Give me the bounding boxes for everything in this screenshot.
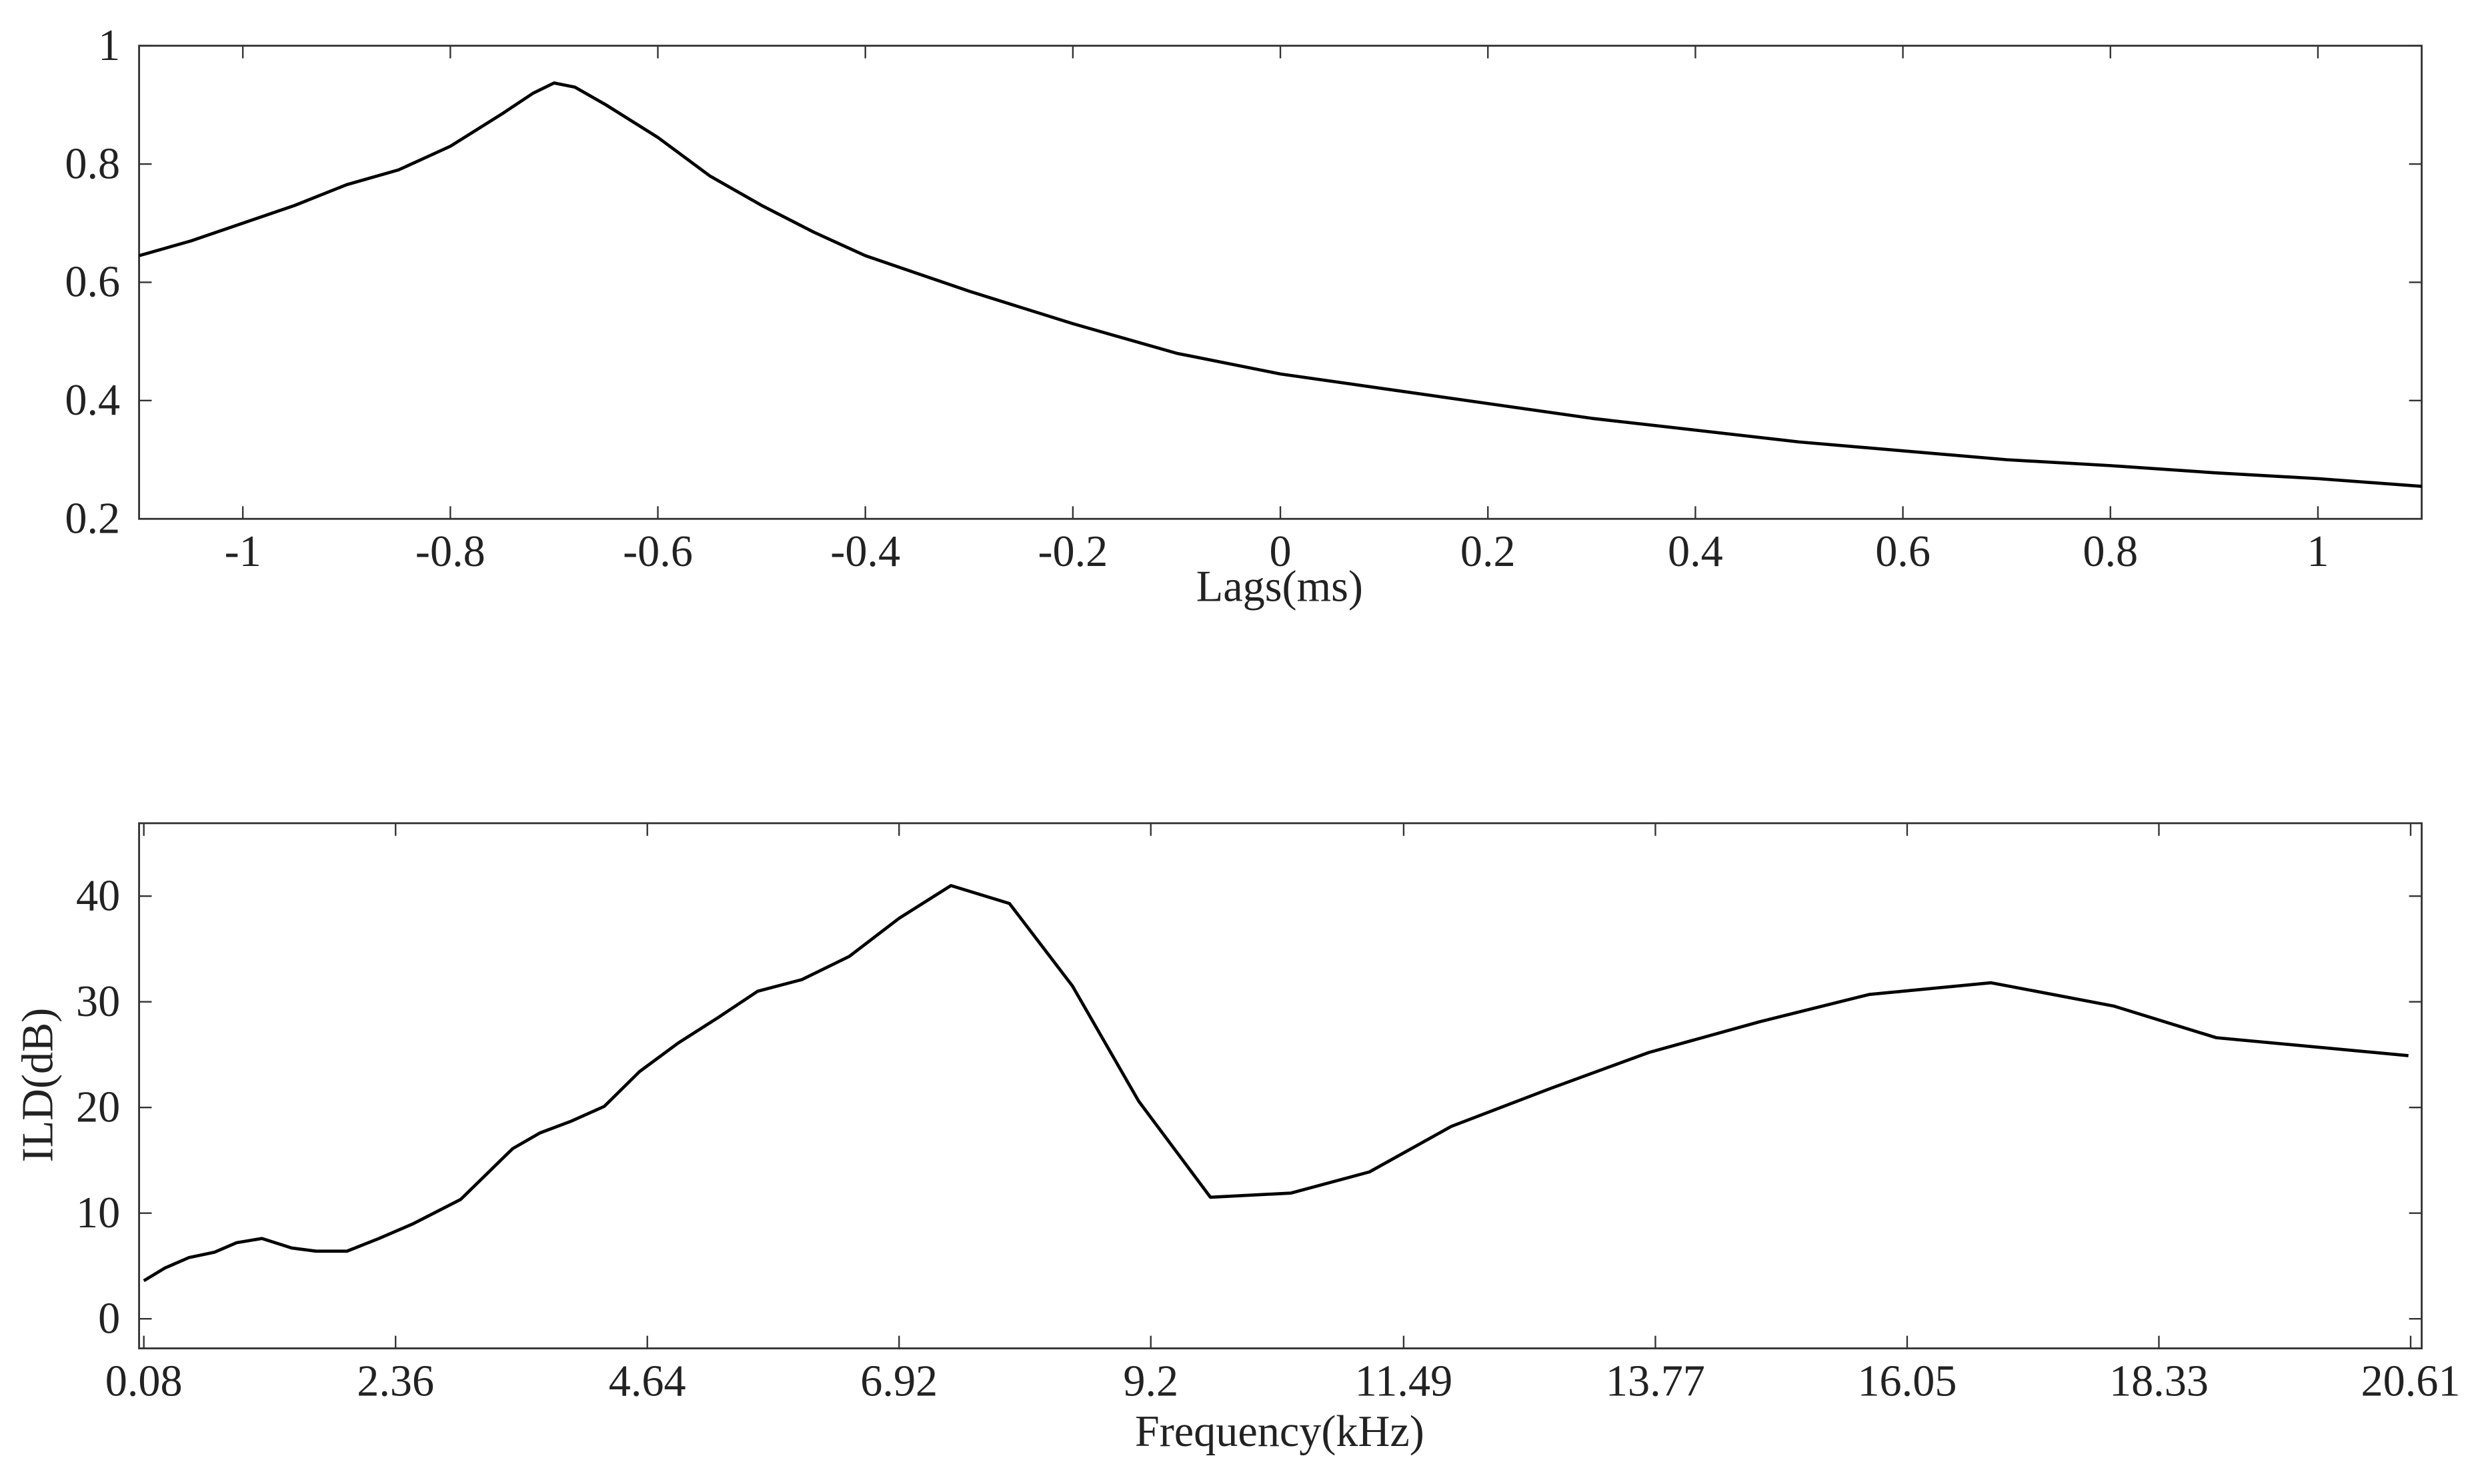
y-tick-label: 0.2 (65, 495, 120, 543)
x-tick-label: 2.36 (357, 1357, 434, 1406)
x-tick-label: 0.6 (1875, 527, 1931, 576)
x-tick-label: 4.64 (609, 1357, 686, 1406)
x-tick-label: 0.8 (2083, 527, 2138, 576)
x-tick-label: 16.05 (1857, 1357, 1957, 1406)
x-tick-label: -0.6 (623, 527, 693, 576)
x-tick-label: 18.33 (2109, 1357, 2209, 1406)
y-tick-label: 0.6 (65, 258, 120, 307)
x-tick-label: -1 (225, 527, 261, 576)
y-tick-label: 1 (98, 21, 120, 70)
x-tick-label: 1 (2307, 527, 2329, 576)
y-tick-label: 10 (76, 1189, 120, 1237)
x-axis-label: Lags(ms) (1196, 562, 1363, 611)
x-tick-label: 20.61 (2361, 1357, 2460, 1406)
x-tick-label: 0.08 (105, 1357, 183, 1406)
x-tick-label: 9.2 (1123, 1357, 1178, 1406)
y-tick-label: 40 (76, 871, 120, 920)
y-tick-label: 0 (98, 1294, 120, 1343)
x-tick-label: 11.49 (1355, 1357, 1453, 1406)
x-tick-label: -0.8 (415, 527, 485, 576)
y-axis-label: ILD(dB) (13, 1008, 62, 1163)
x-tick-label: 0.4 (1668, 527, 1723, 576)
x-tick-label: 13.77 (1606, 1357, 1705, 1406)
x-tick-label: 0 (1269, 527, 1291, 576)
y-tick-label: 0.8 (65, 139, 120, 188)
x-tick-label: -0.2 (1038, 527, 1108, 576)
x-tick-label: -0.4 (830, 527, 900, 576)
data-line (143, 883, 2409, 1283)
y-tick-label: 30 (76, 977, 120, 1026)
y-tick-label: 0.4 (65, 376, 120, 425)
x-axis-label: Frequency(kHz) (1135, 1407, 1424, 1456)
data-line (138, 81, 2422, 488)
y-tick-label: 20 (76, 1083, 120, 1131)
x-tick-label: 6.92 (860, 1357, 938, 1406)
axes-frame (138, 45, 2423, 520)
axes-frame (138, 822, 2423, 1349)
x-tick-label: 0.2 (1460, 527, 1516, 576)
